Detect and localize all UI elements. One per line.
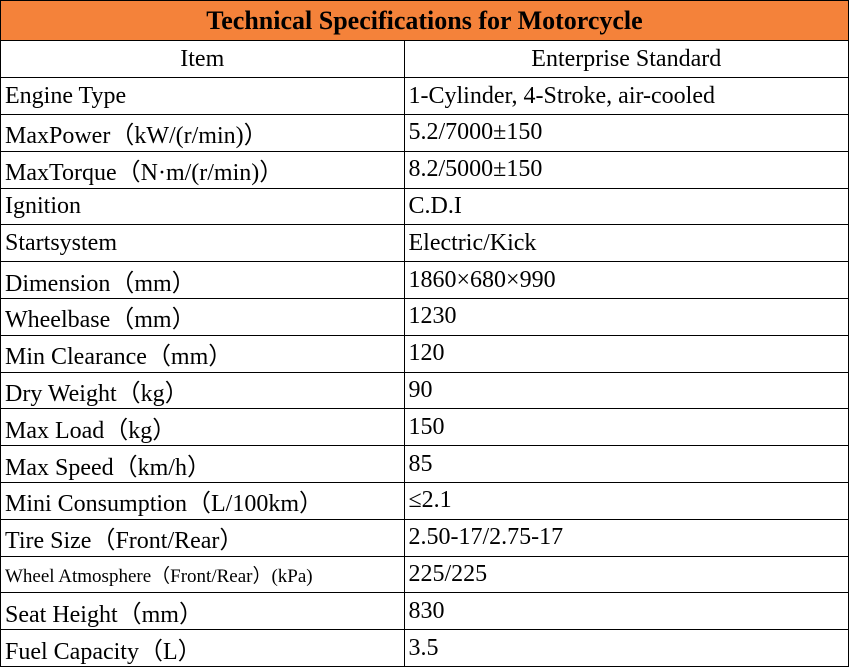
item-cell: Seat Height（mm） — [1, 592, 405, 631]
table-row: Wheel Atmosphere（Front/Rear）(kPa) 225/225 — [1, 555, 848, 594]
column-header-item: Item — [1, 41, 405, 79]
table-row: Engine Type 1-Cylinder, 4-Stroke, air-coo… — [1, 77, 848, 116]
value-cell: 1230 — [403, 298, 848, 336]
value-cell: 150 — [403, 408, 848, 447]
table-row: MaxTorque（N·m/(r/min)） 8.2/5000±150 — [1, 150, 848, 189]
value-cell: Electric/Kick — [403, 224, 848, 263]
value-cell: 8.2/5000±150 — [403, 150, 848, 189]
column-header-standard: Enterprise Standard — [403, 41, 848, 79]
value-cell: 85 — [403, 445, 848, 484]
table-row: Startsystem Electric/Kick — [1, 224, 848, 263]
table-row: Fuel Capacity（L） 3.5 — [1, 629, 848, 667]
value-cell: 5.2/7000±150 — [403, 114, 848, 152]
item-cell: Max Load（kg） — [1, 408, 405, 447]
value-cell: 1-Cylinder, 4-Stroke, air-cooled — [403, 77, 848, 116]
item-cell: Dry Weight（kg） — [1, 371, 405, 410]
table-row: Min Clearance（mm） 120 — [1, 334, 848, 373]
item-cell: MaxTorque（N·m/(r/min)） — [1, 150, 405, 189]
value-cell: 1860×680×990 — [403, 261, 848, 300]
item-cell: Max Speed（km/h） — [1, 445, 405, 484]
value-cell: C.D.I — [403, 187, 848, 226]
table-row: Dry Weight（kg） 90 — [1, 371, 848, 410]
item-cell: Ignition — [1, 187, 405, 226]
table-row: MaxPower（kW/(r/min)） 5.2/7000±150 — [1, 114, 848, 152]
value-cell: 120 — [403, 334, 848, 373]
table-row: Tire Size（Front/Rear） 2.50-17/2.75-17 — [1, 518, 848, 557]
table-row: Max Speed（km/h） 85 — [1, 445, 848, 484]
item-cell: Min Clearance（mm） — [1, 334, 405, 373]
table-row: Mini Consumption（L/100km） ≤2.1 — [1, 482, 848, 520]
value-cell: 3.5 — [403, 629, 848, 667]
table-row: Max Load（kg） 150 — [1, 408, 848, 447]
item-cell: Startsystem — [1, 224, 405, 263]
item-cell: Engine Type — [1, 77, 405, 116]
table-row: Seat Height（mm） 830 — [1, 592, 848, 631]
value-cell: 830 — [403, 592, 848, 631]
table-row: Wheelbase（mm） 1230 — [1, 298, 848, 336]
value-cell: 90 — [403, 371, 848, 410]
item-cell: Wheelbase（mm） — [1, 298, 405, 336]
item-cell: Wheel Atmosphere（Front/Rear）(kPa) — [1, 555, 405, 594]
value-cell: ≤2.1 — [403, 482, 848, 520]
header-row: Item Enterprise Standard — [1, 41, 848, 79]
item-cell: Tire Size（Front/Rear） — [1, 518, 405, 557]
table-row: Ignition C.D.I — [1, 187, 848, 226]
item-cell: Mini Consumption（L/100km） — [1, 482, 405, 520]
value-cell: 2.50-17/2.75-17 — [403, 518, 848, 557]
value-cell: 225/225 — [403, 555, 848, 594]
table-row: Dimension（mm） 1860×680×990 — [1, 261, 848, 300]
item-cell: Fuel Capacity（L） — [1, 629, 405, 667]
item-cell: Dimension（mm） — [1, 261, 405, 300]
table-title: Technical Specifications for Motorcycle — [1, 1, 848, 41]
item-cell: MaxPower（kW/(r/min)） — [1, 114, 405, 152]
spec-table: Item Enterprise Standard Engine Type 1-Cy… — [1, 41, 848, 667]
